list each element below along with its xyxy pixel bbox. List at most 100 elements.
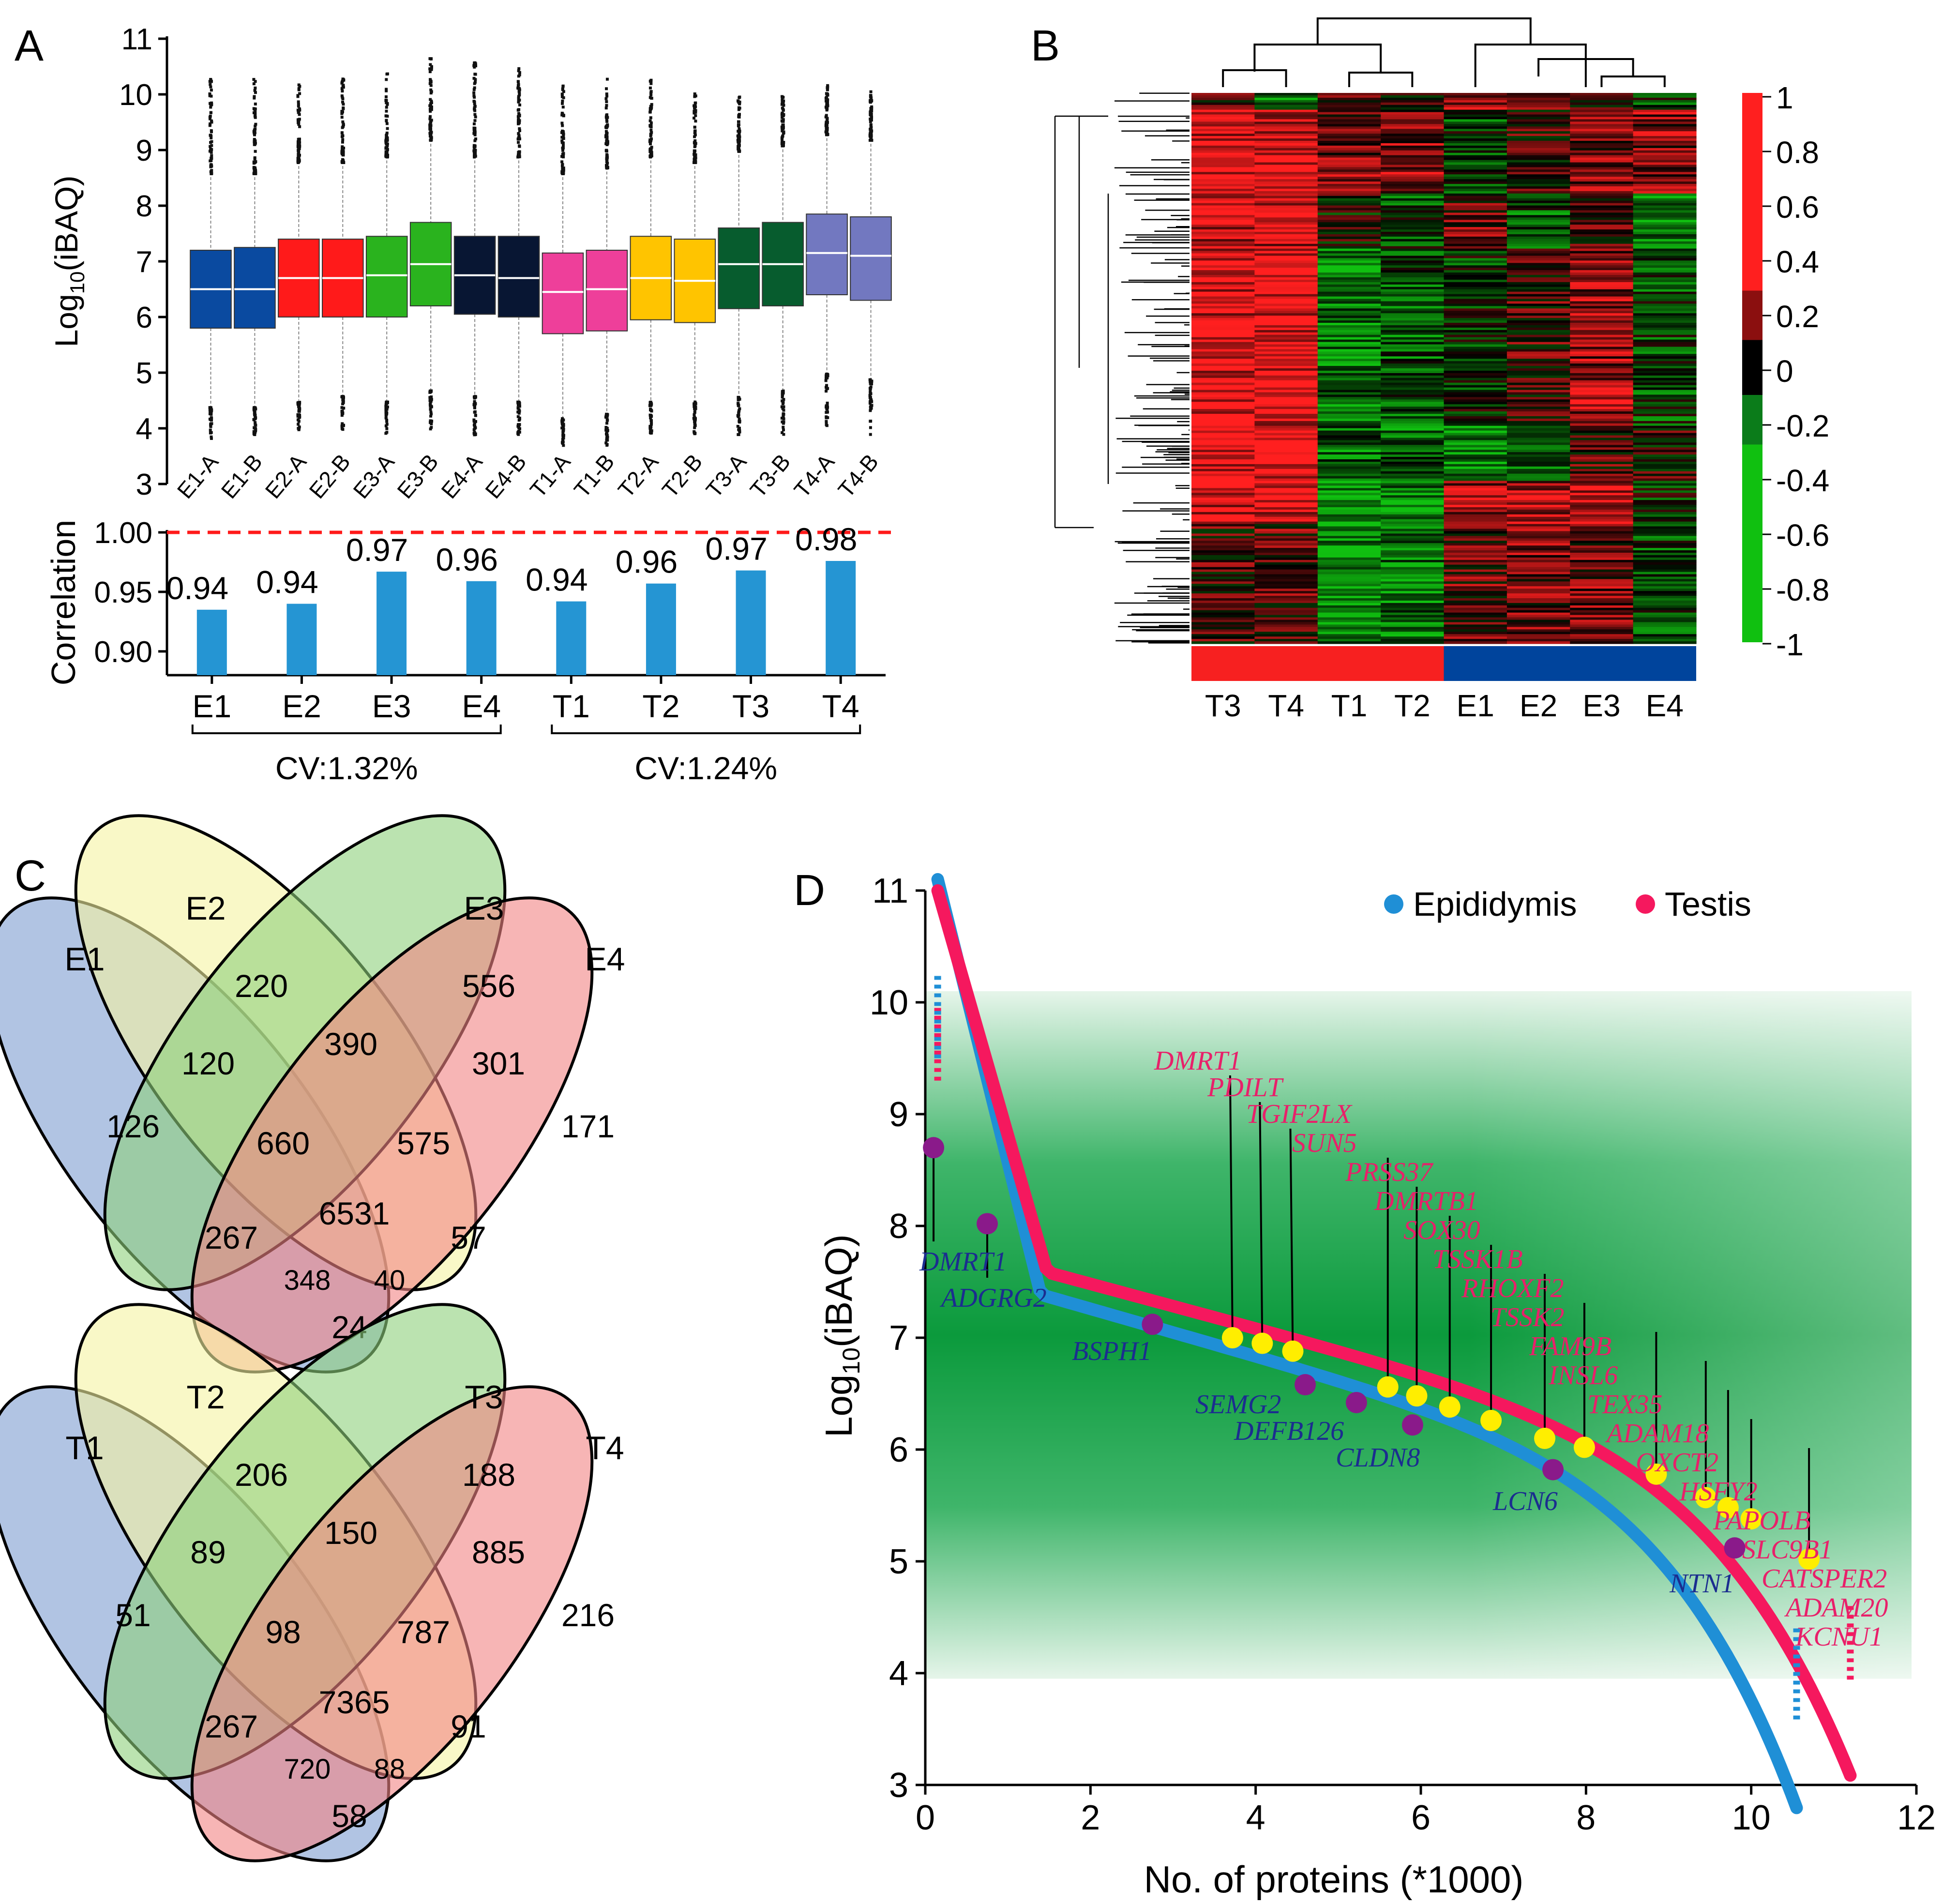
heatmap-cell [1381,450,1445,453]
heatmap-cell [1633,342,1697,345]
outlier-high [825,128,828,132]
outlier-high [649,151,653,155]
outlier-high [561,143,565,147]
heatmap-cell [1506,490,1570,493]
heatmap-cell [1633,574,1697,577]
heatmap-cell [1191,344,1255,348]
heatmap-cell [1254,514,1318,517]
outlier-low [781,393,784,396]
outlier-low [385,402,388,406]
heatmap-cell [1191,548,1255,551]
outlier-high [648,86,652,90]
heatmap-cell [1381,524,1445,527]
heatmap-cell [1254,239,1318,242]
outlier-high [869,124,873,127]
heatmap-cell [1254,184,1318,187]
heatmap-cell [1444,617,1507,620]
x-tick-label-t2: T2 [642,688,679,724]
heatmap-cell [1506,112,1570,115]
heatmap-cell [1254,311,1318,314]
outlier-high [870,129,873,133]
heatmap-cell [1506,265,1570,268]
outlier-high [210,170,213,174]
outlier-high [826,121,829,124]
heatmap-cell [1633,416,1697,419]
heatmap-cell [1254,275,1318,278]
bar-value-label-t2: 0.96 [616,544,678,580]
bar-value-label-t4: 0.98 [795,521,857,557]
outlier-high [340,132,344,135]
heatmap-cell [1191,624,1255,627]
heatmap-cell [1254,512,1318,515]
outlier-high [472,122,476,125]
heatmap-cell [1444,545,1507,548]
heatmap-cell [1444,495,1507,498]
outlier-high [517,95,520,98]
outlier-high [428,132,432,135]
heatmap-cell [1570,576,1634,580]
heatmap-cell [1506,612,1570,616]
heatmap-cell [1381,600,1445,604]
heatmap-cell [1191,277,1255,280]
outlier-low [825,420,828,423]
heatmap-cell [1570,265,1634,268]
outlier-high [341,90,344,93]
heatmap-cell [1444,430,1507,434]
heatmap-cell [1317,165,1381,167]
heatmap-cell [1506,263,1570,266]
heatmap-cell [1506,533,1570,536]
y-tick-label: 0.95 [94,576,152,609]
heatmap-cell [1317,454,1381,457]
outlier-high [297,149,300,152]
heatmap-cell [1254,632,1318,635]
heatmap-cell [1506,95,1570,98]
heatmap-cell [1317,605,1381,608]
outlier-high [296,108,300,112]
heatmap-cell [1317,291,1381,295]
outlier-high [340,87,344,90]
heatmap-cell [1506,318,1570,321]
heatmap-cell [1191,359,1255,362]
heatmap-cell [1317,464,1381,467]
outlier-low [560,441,564,444]
heatmap-cell [1254,186,1318,189]
heatmap-cell [1254,543,1318,546]
heatmap-cell [1254,152,1318,156]
heatmap-cell [1444,461,1507,465]
heatmap-cell [1254,409,1318,412]
heatmap-cell [1633,134,1697,136]
heatmap-cell [1506,212,1570,215]
heatmap-cell [1191,140,1255,144]
heatmap-cell [1317,337,1381,340]
heatmap-cell [1317,114,1381,118]
heatmap-cell [1506,313,1570,316]
heatmap-cell [1570,236,1634,240]
heatmap-cell [1633,476,1697,479]
outlier-high [738,106,741,110]
heatmap-cell [1191,627,1255,630]
heatmap-cell [1191,105,1255,108]
heatmap-cell [1570,210,1634,213]
heatmap-cell [1444,466,1507,469]
heatmap-cell [1381,620,1445,623]
heatmap-cell [1506,268,1570,271]
outlier-low [869,387,872,391]
heatmap-cell [1570,97,1634,101]
heatmap-cell [1317,459,1381,462]
heatmap-cell [1506,572,1570,575]
heatmap-cell [1317,478,1381,482]
outlier-low [560,419,564,423]
heatmap-cell [1633,516,1697,520]
heatmap-cell [1317,320,1381,323]
heatmap-cell [1570,598,1634,601]
heatmap-cell [1381,545,1445,548]
heatmap-cell [1191,165,1255,167]
heatmap-cell [1381,529,1445,532]
heatmap-cell [1570,567,1634,570]
heatmap-cell [1191,562,1255,565]
heatmap-cell [1506,124,1570,127]
heatmap-cell [1444,632,1507,635]
heatmap-cell [1633,145,1697,149]
